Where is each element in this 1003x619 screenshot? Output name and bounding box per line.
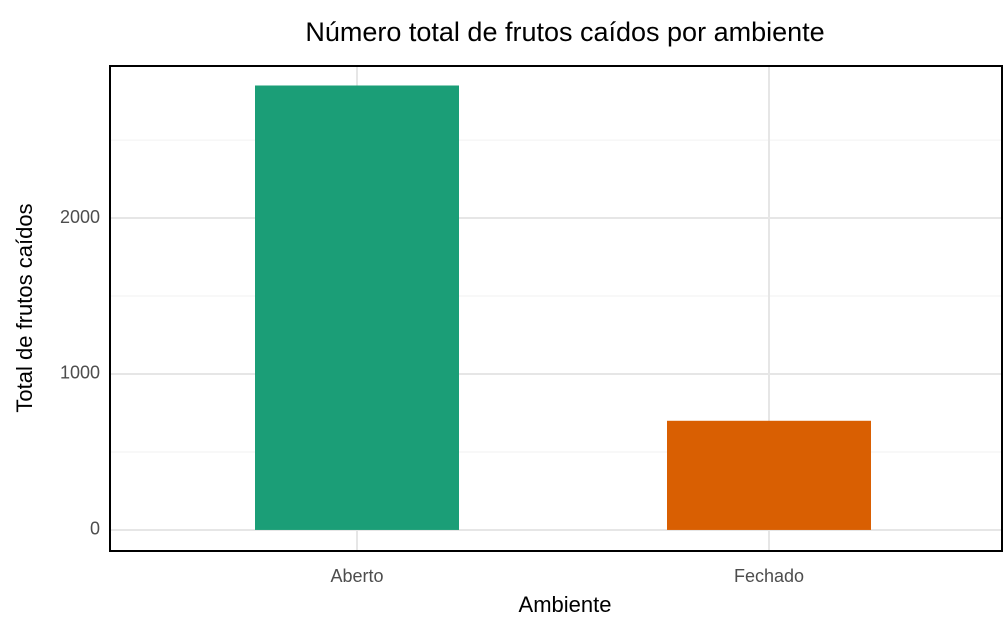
y-axis-label: Total de frutos caídos xyxy=(12,203,37,412)
y-tick-label: 2000 xyxy=(60,207,100,227)
bar xyxy=(255,85,459,530)
panel-border xyxy=(109,65,1003,552)
x-tick-label: Aberto xyxy=(330,566,383,586)
bar xyxy=(667,420,871,530)
y-tick-label: 1000 xyxy=(60,363,100,383)
y-tick-label: 0 xyxy=(90,519,100,539)
chart-title: Número total de frutos caídos por ambien… xyxy=(305,17,824,47)
x-tick-label: Fechado xyxy=(734,566,804,586)
x-axis-label: Ambiente xyxy=(519,592,612,617)
